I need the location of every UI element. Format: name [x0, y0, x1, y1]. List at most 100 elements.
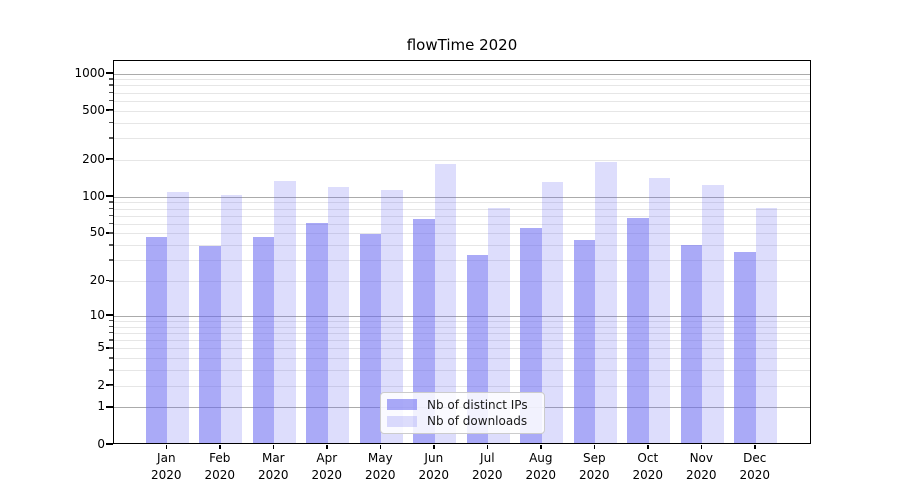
- x-tick-mark-jun: [433, 445, 435, 450]
- bar-oct-downloads: [648, 178, 671, 443]
- bar-sep-distinct-ips: [573, 239, 596, 443]
- x-tick-mark-feb: [219, 445, 221, 450]
- gridline-major-100: [114, 196, 810, 198]
- x-label-year: 2020: [632, 468, 664, 482]
- x-label-month: Apr: [316, 451, 338, 465]
- y-minor-tick-6: [109, 339, 113, 341]
- y-tick-label-200: 200: [82, 151, 105, 166]
- x-label-year: 2020: [418, 468, 450, 482]
- legend-item-distinct-ips: Nb of distinct IPs: [387, 398, 544, 412]
- gridline-minor-9: [114, 320, 810, 322]
- bar-dec-downloads: [755, 208, 778, 443]
- gridline-minor-600: [114, 100, 810, 102]
- gridline-minor-8: [114, 326, 810, 328]
- gridline-minor-700: [114, 92, 810, 94]
- y-minor-tick-800: [109, 84, 113, 87]
- bar-nov-downloads: [702, 184, 724, 443]
- x-label-month: Feb: [209, 451, 231, 465]
- x-tick-label-feb: Feb 2020: [192, 450, 248, 484]
- y-minor-tick-3: [109, 369, 113, 371]
- x-label-month: Aug: [529, 451, 553, 465]
- x-label-month: Oct: [637, 451, 659, 465]
- y-tick-mark-1000: [106, 72, 113, 74]
- x-tick-mark-sep: [593, 445, 596, 450]
- gridline-minor-400: [114, 122, 810, 124]
- y-minor-tick-4: [109, 357, 113, 359]
- bar-mar-distinct-ips: [252, 237, 275, 443]
- y-minor-tick-700: [109, 91, 113, 94]
- x-tick-label-jan: Jan 2020: [138, 450, 194, 484]
- x-label-month: May: [367, 451, 393, 465]
- bar-aug-distinct-ips: [520, 227, 542, 443]
- bar-feb-downloads: [220, 195, 243, 443]
- y-tick-label-500: 500: [82, 102, 105, 117]
- x-tick-mark-dec: [754, 445, 756, 450]
- bar-feb-distinct-ips: [199, 246, 221, 443]
- y-minor-tick-200: [109, 158, 113, 161]
- y-tick-mark-100: [106, 195, 113, 197]
- y-minor-tick-300: [109, 137, 113, 139]
- y-minor-tick-30: [109, 259, 113, 261]
- x-label-year: 2020: [204, 468, 236, 482]
- x-label-month: Jul: [480, 451, 495, 465]
- x-tick-mark-nov: [700, 445, 703, 450]
- gridline-major-1000: [114, 73, 810, 75]
- gridline-minor-30: [114, 260, 810, 262]
- y-tick-mark-1: [106, 405, 113, 408]
- x-label-month: Dec: [743, 451, 767, 465]
- x-label-year: 2020: [258, 468, 289, 482]
- legend-label-distinct-ips: Nb of distinct IPs: [427, 397, 528, 412]
- y-tick-label-0: 0: [97, 436, 105, 451]
- bar-jun-distinct-ips: [413, 218, 435, 443]
- y-minor-tick-5: [109, 347, 113, 349]
- y-tick-label-50: 50: [89, 225, 105, 240]
- y-minor-tick-60: [109, 222, 113, 225]
- x-tick-mark-apr: [326, 445, 328, 450]
- gridline-minor-6: [114, 340, 810, 341]
- gridline-minor-40: [114, 245, 810, 247]
- x-tick-mark-oct: [647, 445, 649, 450]
- x-label-year: 2020: [311, 468, 343, 482]
- bar-aug-downloads: [541, 182, 564, 443]
- legend-label-downloads: Nb of downloads: [427, 414, 528, 429]
- gridline-minor-50: [114, 233, 810, 235]
- x-tick-label-may: May 2020: [352, 450, 408, 484]
- chart-title: flowTime 2020: [406, 36, 518, 54]
- x-label-month: Mar: [261, 451, 285, 465]
- gridline-minor-70: [114, 215, 810, 217]
- y-minor-tick-90: [109, 201, 113, 203]
- x-tick-label-jul: Jul 2020: [459, 450, 515, 484]
- gridline-minor-60: [114, 223, 810, 225]
- x-label-year: 2020: [365, 468, 396, 482]
- bar-jan-downloads: [167, 191, 189, 443]
- x-tick-mark-may: [379, 445, 382, 450]
- y-minor-tick-400: [109, 121, 113, 124]
- y-minor-tick-50: [109, 232, 113, 234]
- gridline-minor-300: [114, 138, 810, 140]
- gridline-major-10: [114, 315, 810, 317]
- y-minor-tick-600: [109, 99, 113, 102]
- bar-jun-downloads: [434, 163, 457, 443]
- gridline-minor-20: [114, 281, 810, 282]
- x-tick-mark-aug: [540, 445, 542, 450]
- x-label-year: 2020: [686, 468, 717, 482]
- gridline-minor-200: [114, 159, 810, 161]
- x-label-year: 2020: [472, 468, 503, 482]
- y-minor-tick-900: [109, 78, 113, 80]
- y-tick-label-1000: 1000: [74, 65, 105, 80]
- gridline-minor-500: [114, 110, 810, 112]
- gridline-minor-2: [114, 385, 810, 387]
- x-tick-label-jun: Jun 2020: [406, 450, 462, 484]
- y-tick-mark-0: [106, 443, 113, 445]
- gridline-minor-80: [114, 208, 810, 210]
- bar-apr-distinct-ips: [306, 223, 328, 443]
- x-tick-mark-jan: [165, 445, 168, 450]
- plot-area: [113, 60, 811, 444]
- bar-oct-distinct-ips: [627, 218, 649, 443]
- bar-mar-downloads: [274, 181, 296, 443]
- bar-jan-distinct-ips: [145, 237, 168, 443]
- bar-apr-downloads: [327, 186, 350, 443]
- bar-may-downloads: [381, 189, 403, 443]
- y-minor-tick-8: [109, 325, 113, 328]
